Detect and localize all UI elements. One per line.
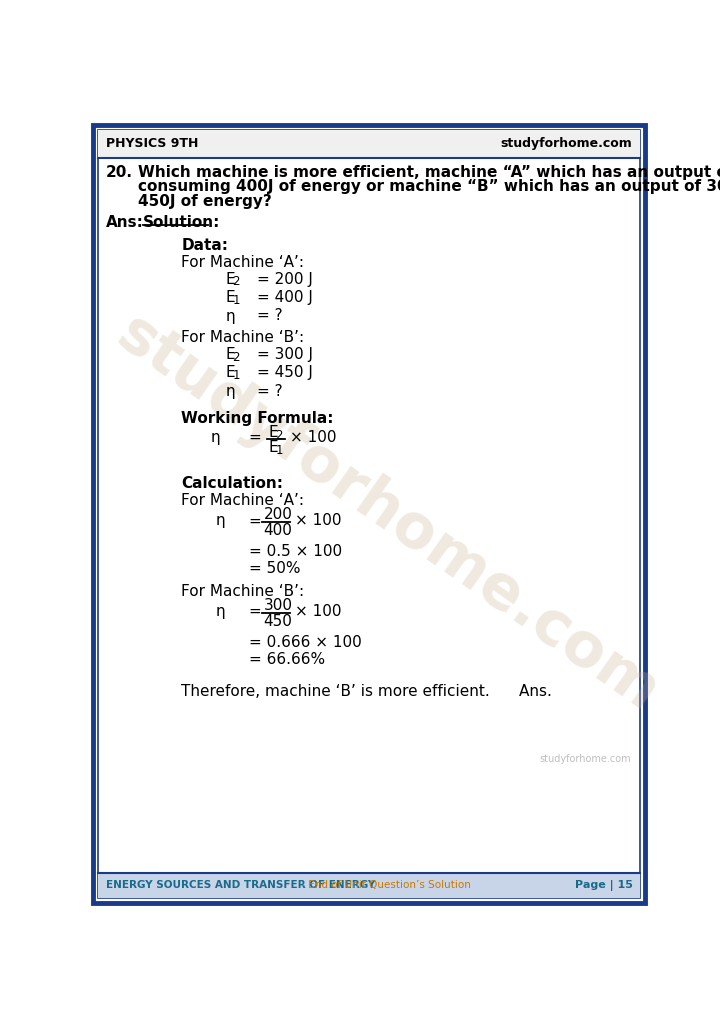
Text: = 300 J: = 300 J: [256, 347, 312, 362]
Text: = 50%: = 50%: [249, 561, 300, 576]
Text: consuming 400J of energy or machine “B” which has an output of 300J after consum: consuming 400J of energy or machine “B” …: [138, 179, 720, 194]
Text: Solution:: Solution:: [143, 215, 220, 230]
Text: = ?: = ?: [256, 384, 282, 399]
Text: =: =: [249, 604, 261, 619]
Text: For Machine ‘B’:: For Machine ‘B’:: [181, 330, 305, 345]
Text: Page | 15: Page | 15: [575, 880, 632, 891]
Text: 20.: 20.: [106, 165, 132, 179]
Text: η: η: [210, 431, 220, 445]
Text: 2: 2: [233, 276, 240, 288]
Text: E: E: [225, 290, 235, 305]
Text: 1: 1: [233, 294, 240, 306]
Text: E: E: [269, 440, 278, 455]
Text: = 66.66%: = 66.66%: [249, 652, 325, 667]
Text: × 100: × 100: [294, 513, 341, 528]
Text: = 0.5 × 100: = 0.5 × 100: [249, 544, 342, 559]
Text: studyforhome.com: studyforhome.com: [107, 305, 670, 725]
Text: PHYSICS 9TH: PHYSICS 9TH: [106, 137, 198, 151]
Bar: [98, 130, 640, 158]
Text: Working Formula:: Working Formula:: [181, 411, 334, 426]
Text: 2: 2: [233, 351, 240, 363]
Text: 2: 2: [275, 429, 283, 442]
Text: × 100: × 100: [290, 431, 336, 445]
Text: 450J of energy?: 450J of energy?: [138, 193, 272, 209]
Text: η: η: [215, 604, 225, 619]
Text: 400: 400: [264, 523, 292, 539]
Text: Which machine is more efficient, machine “A” which has an output of 200J after: Which machine is more efficient, machine…: [138, 165, 720, 179]
Text: For Machine ‘A’:: For Machine ‘A’:: [181, 254, 305, 270]
Text: η: η: [225, 308, 235, 324]
Text: 300: 300: [264, 598, 292, 613]
Text: 1: 1: [233, 370, 240, 383]
Text: 450: 450: [264, 614, 292, 629]
Text: = 400 J: = 400 J: [256, 290, 312, 305]
Text: E: E: [225, 365, 235, 381]
Text: = ?: = ?: [256, 308, 282, 324]
Text: - End of Unit Question’s Solution: - End of Unit Question’s Solution: [297, 881, 471, 890]
Text: ENERGY SOURCES AND TRANSFER OF ENERGY: ENERGY SOURCES AND TRANSFER OF ENERGY: [106, 881, 375, 890]
Text: studyforhome.com: studyforhome.com: [539, 753, 631, 764]
Text: 1: 1: [275, 444, 283, 457]
Text: E: E: [269, 425, 278, 440]
Bar: [98, 872, 640, 898]
Text: For Machine ‘A’:: For Machine ‘A’:: [181, 494, 305, 508]
Text: =: =: [249, 513, 261, 528]
Text: = 450 J: = 450 J: [256, 365, 312, 381]
Text: E: E: [225, 347, 235, 362]
Text: Therefore, machine ‘B’ is more efficient.      Ans.: Therefore, machine ‘B’ is more efficient…: [181, 684, 552, 699]
Text: 200: 200: [264, 507, 292, 522]
Text: Ans:: Ans:: [106, 215, 143, 230]
Text: = 200 J: = 200 J: [256, 272, 312, 286]
Text: Data:: Data:: [181, 237, 228, 252]
Text: =: =: [249, 431, 261, 445]
Text: E: E: [225, 272, 235, 286]
Text: η: η: [215, 513, 225, 528]
Text: studyforhome.com: studyforhome.com: [500, 137, 632, 151]
Text: For Machine ‘B’:: For Machine ‘B’:: [181, 584, 305, 600]
Text: × 100: × 100: [294, 604, 341, 619]
Text: Calculation:: Calculation:: [181, 476, 284, 492]
Text: η: η: [225, 384, 235, 399]
Text: = 0.666 × 100: = 0.666 × 100: [249, 635, 361, 649]
